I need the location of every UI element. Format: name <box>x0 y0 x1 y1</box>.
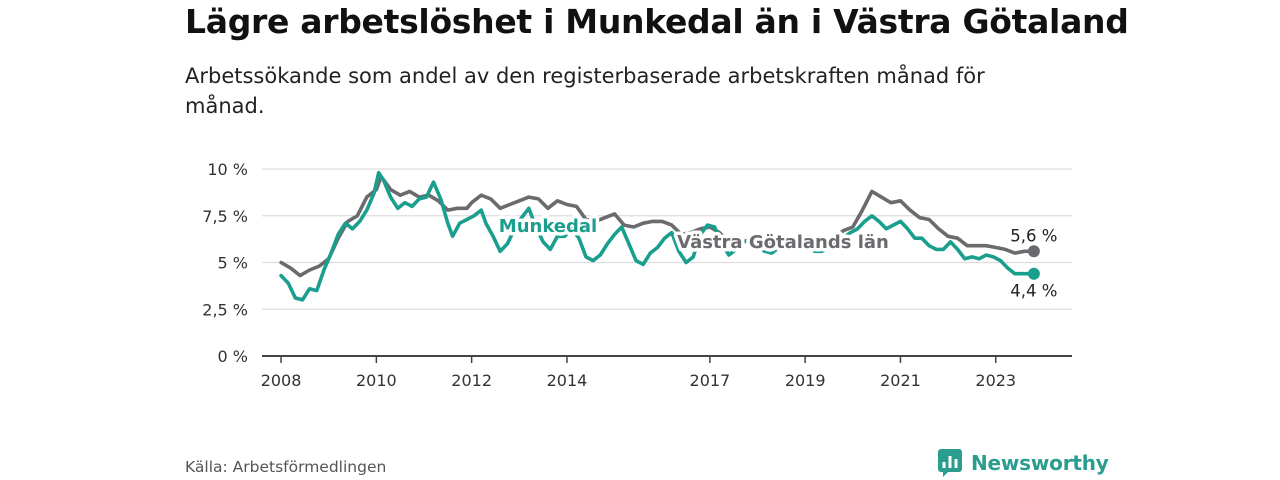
newsworthy-logo-icon <box>938 449 962 477</box>
x-tick-label: 2019 <box>785 371 826 390</box>
x-tick-label: 2021 <box>880 371 921 390</box>
end-value-label-vg: 5,6 % <box>1010 226 1057 245</box>
x-tick-label: 2012 <box>451 371 492 390</box>
x-tick-label: 2010 <box>356 371 397 390</box>
y-tick-label: 7,5 % <box>202 207 248 226</box>
y-tick-label: 10 % <box>207 160 248 179</box>
end-value-label-munkedal: 4,4 % <box>1010 282 1057 301</box>
series-label-munkedal: Munkedal <box>499 216 597 237</box>
source-note: Källa: Arbetsförmedlingen <box>185 458 387 476</box>
x-tick-label: 2014 <box>547 371 588 390</box>
brand-name: Newsworthy <box>971 451 1109 475</box>
y-tick-label: 0 % <box>218 347 248 366</box>
y-tick-label: 5 % <box>218 254 248 273</box>
chart-subtitle: Arbetssökande som andel av den registerb… <box>185 64 985 118</box>
y-tick-label: 2,5 % <box>202 300 248 319</box>
series-line-vg <box>279 174 1036 278</box>
series-line-munkedal <box>279 170 1036 302</box>
newsworthy-logo: Newsworthy <box>937 448 1109 478</box>
x-tick-label: 2023 <box>975 371 1016 390</box>
x-tick-label: 2017 <box>690 371 731 390</box>
chart-title: Lägre arbetslöshet i Munkedal än i Västr… <box>185 2 1129 41</box>
end-point-vg <box>1027 245 1040 258</box>
end-point-munkedal <box>1027 267 1040 280</box>
series-label-vg: Västra Götalands län <box>677 232 889 253</box>
x-tick-label: 2008 <box>261 371 302 390</box>
